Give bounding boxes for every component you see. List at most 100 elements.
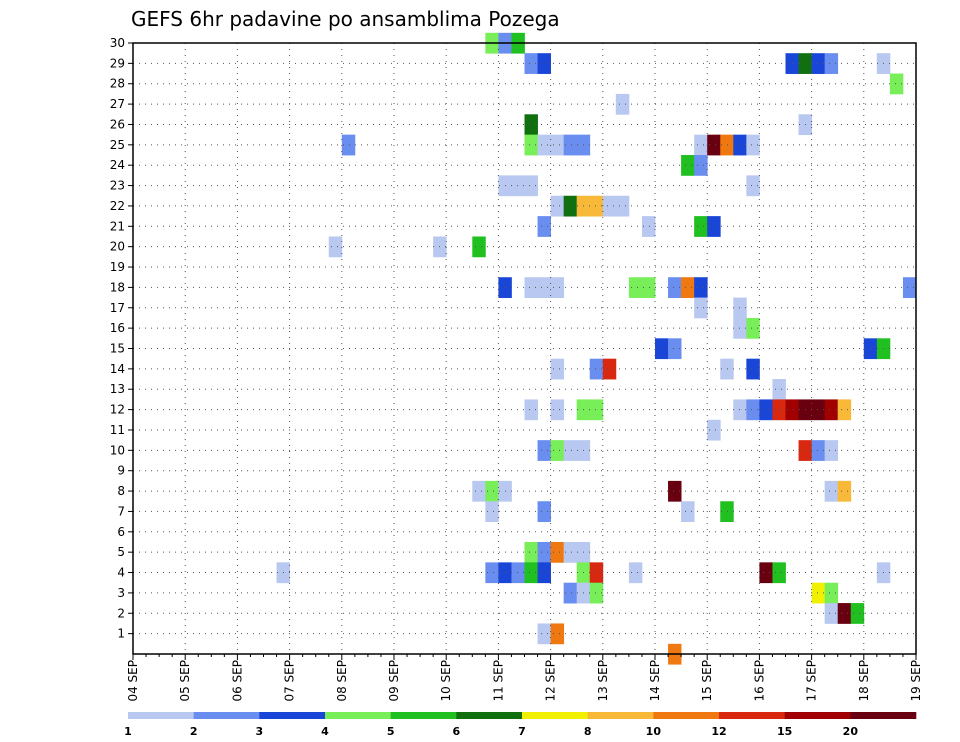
heatmap-cell [511,175,525,197]
heatmap-cell [524,399,538,421]
y-tick-label: 4 [117,566,125,580]
heatmap-cell [772,562,786,584]
legend-swatch [456,712,523,719]
x-tick-label: 10 SEP [439,660,453,702]
heatmap-cell [537,216,551,237]
heatmap-cell [550,399,565,421]
heatmap-cell [602,195,617,217]
heatmap-cell [681,501,695,523]
heatmap-cell [707,134,721,156]
heatmap-cell [811,399,826,421]
heatmap-cell [889,73,904,95]
y-tick-label: 13 [110,382,125,396]
heatmap-cell [589,562,604,584]
x-tick-label: 04 SEP [126,660,140,702]
legend-label: 7 [518,725,526,738]
heatmap-cell [589,195,604,217]
legend-swatch [850,712,917,719]
heatmap-cell [524,134,538,156]
legend-label: 12 [711,725,726,738]
legend-label: 6 [453,725,461,738]
chart-title: GEFS 6hr padavine po ansamblima Pozega [131,7,560,31]
y-tick-label: 27 [110,97,125,111]
heatmap-cell [524,114,538,136]
heatmap-cell [485,480,499,502]
y-tick-label: 22 [110,199,125,213]
x-tick-label: 19 SEP [909,660,923,702]
y-tick-label: 17 [110,301,125,315]
heatmap-cell [589,582,604,604]
heatmap-cell [746,358,760,380]
y-tick-label: 8 [117,484,125,498]
heatmap-cell [694,277,708,298]
y-tick-label: 10 [110,443,125,457]
legend-swatch [784,712,851,719]
y-tick-label: 19 [110,260,125,274]
y-tick-label: 5 [117,545,125,559]
heatmap-cell [537,440,551,461]
x-tick-label: 12 SEP [544,660,558,702]
heatmap-cell [563,582,578,604]
heatmap-cell [641,277,656,298]
x-tick-label: 18 SEP [857,660,871,702]
legend-swatch [522,712,588,719]
x-tick-label: 09 SEP [387,660,401,702]
heatmap-cell [550,277,565,298]
heatmap-cell [537,53,551,74]
heatmap-cell [694,134,708,156]
heatmap-cell [628,277,643,298]
legend-swatch [259,712,326,719]
heatmap-cell [472,236,486,258]
heatmap-cell [863,338,878,360]
y-tick-label: 24 [110,158,125,172]
heatmap-cell [837,603,852,624]
y-tick-label: 2 [117,606,125,620]
heatmap-cell [485,562,499,584]
y-tick-label: 16 [110,321,125,335]
x-tick-label: 11 SEP [491,660,505,702]
heatmap-cell [328,236,343,258]
legend-swatch [193,712,260,719]
heatmap-cell [341,134,356,156]
heatmap-cell [772,379,786,400]
heatmap-cell [733,399,747,421]
y-tick-label: 20 [110,240,125,254]
heatmap-cell [524,175,538,197]
legend-label: 2 [190,725,198,738]
heatmap-cell [615,93,630,115]
x-tick-label: 07 SEP [283,660,297,702]
y-tick-label: 12 [110,403,125,417]
heatmap-cell [563,541,578,563]
heatmap-cell [824,582,839,604]
y-tick-label: 26 [110,117,125,131]
heatmap-cell [720,501,734,523]
heatmap-cell [707,216,721,237]
heatmap-cell [550,541,565,563]
heatmap-cell [550,440,565,461]
heatmap-cell [485,501,499,523]
x-tick-label: 16 SEP [752,660,766,702]
y-tick-label: 9 [117,464,125,478]
y-tick-label: 3 [117,586,125,600]
heatmap-cell [524,562,538,584]
heatmap-cell [537,623,551,645]
heatmap-cell [537,541,551,563]
heatmap-cell [537,562,551,584]
heatmap-cell [641,216,656,237]
y-tick-label: 15 [110,342,125,356]
legend-label: 10 [646,725,662,738]
legend-label: 20 [843,725,859,738]
legend-label: 8 [584,725,592,738]
heatmap-cell [589,358,604,380]
y-tick-label: 23 [110,179,125,193]
heatmap-cell [681,155,695,176]
legend-swatch [390,712,457,719]
heatmap-cell [902,277,917,298]
heatmap-cell [524,53,538,74]
legend-swatch [128,712,194,719]
heatmap-cell [850,603,865,624]
heatmap-cell [537,501,551,523]
heatmap-cell [837,480,852,502]
y-tick-label: 1 [117,627,125,641]
heatmap-cell [563,440,578,461]
